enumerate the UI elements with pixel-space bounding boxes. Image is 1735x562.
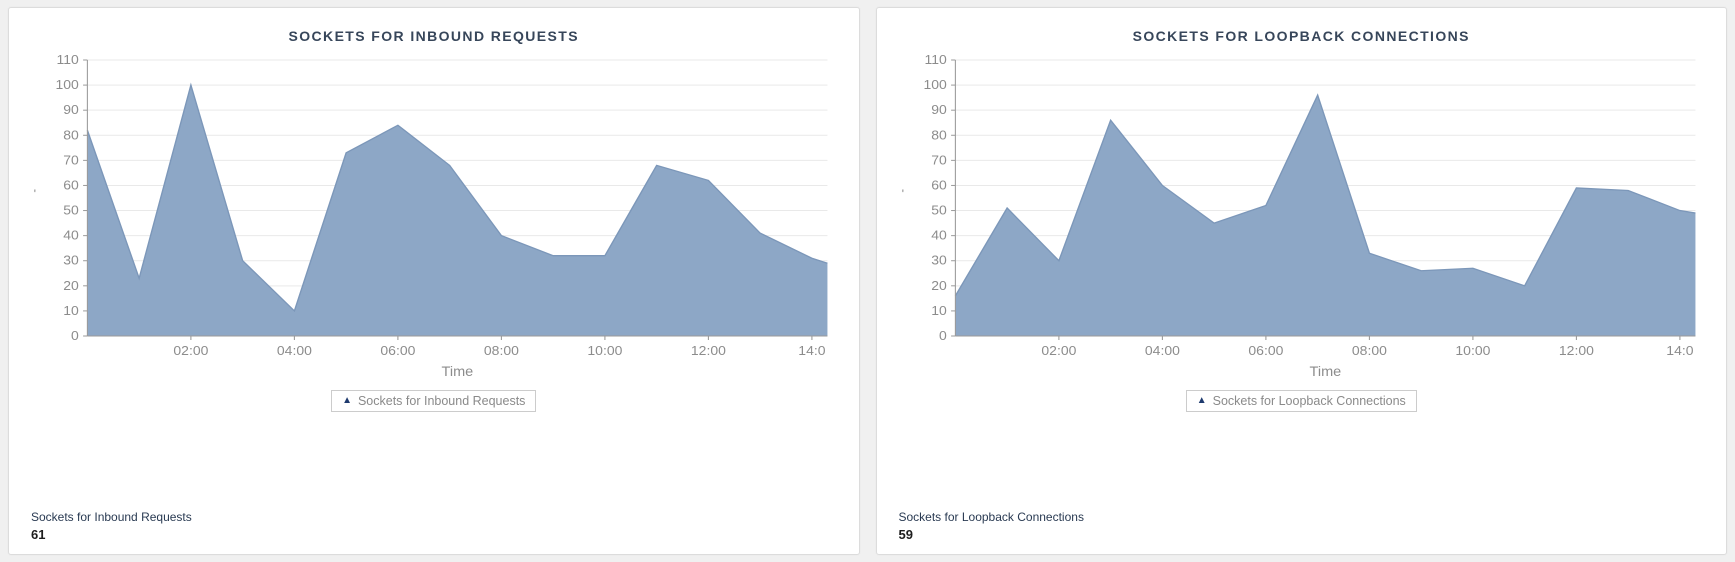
svg-text:Time: Time bbox=[442, 363, 474, 378]
svg-text:80: 80 bbox=[63, 128, 79, 142]
svg-text:10: 10 bbox=[931, 303, 947, 317]
metric-name: Sockets for Inbound Requests bbox=[31, 510, 192, 524]
svg-text:50: 50 bbox=[931, 203, 947, 217]
svg-text:': ' bbox=[34, 187, 36, 200]
svg-text:0: 0 bbox=[71, 328, 79, 342]
svg-text:90: 90 bbox=[63, 103, 79, 117]
chart-title: SOCKETS FOR INBOUND REQUESTS bbox=[288, 28, 579, 44]
svg-text:04:00: 04:00 bbox=[1144, 343, 1179, 357]
chart-card-inbound-requests: SOCKETS FOR INBOUND REQUESTS 0 10 20 30 40 50… bbox=[8, 7, 860, 555]
legend-loopback-connections[interactable]: ▲ Sockets for Loopback Connections bbox=[1185, 390, 1417, 412]
svg-text:60: 60 bbox=[63, 178, 79, 192]
metric-current-value: 61 bbox=[31, 527, 46, 542]
svg-text:12:00: 12:00 bbox=[691, 343, 726, 357]
svg-text:110: 110 bbox=[924, 52, 946, 66]
svg-text:40: 40 bbox=[931, 228, 947, 242]
svg-text:80: 80 bbox=[931, 128, 947, 142]
current-value-summary: Sockets for Inbound Requests 61 bbox=[25, 510, 843, 542]
svg-text:08:00: 08:00 bbox=[1351, 343, 1386, 357]
metric-current-value: 59 bbox=[898, 527, 913, 542]
svg-text:60: 60 bbox=[931, 178, 947, 192]
area-chart-inbound-requests: 0 10 20 30 40 50 60 70 80 90 100 110 02:00 04:00 06:00… bbox=[34, 52, 828, 379]
svg-text:04:00: 04:00 bbox=[277, 343, 312, 357]
svg-text:70: 70 bbox=[931, 153, 947, 167]
svg-text:02:00: 02:00 bbox=[173, 343, 208, 357]
svg-text:02:00: 02:00 bbox=[1041, 343, 1076, 357]
svg-text:30: 30 bbox=[931, 253, 947, 267]
svg-text:10: 10 bbox=[63, 303, 79, 317]
svg-text:10:00: 10:00 bbox=[1455, 343, 1490, 357]
metric-name: Sockets for Loopback Connections bbox=[898, 510, 1084, 524]
area-series-icon: ▲ bbox=[342, 395, 352, 406]
svg-text:90: 90 bbox=[931, 103, 947, 117]
chart-card-loopback-connections: SOCKETS FOR LOOPBACK CONNECTIONS 0 10 20 30… bbox=[875, 7, 1727, 555]
current-value-summary: Sockets for Loopback Connections 59 bbox=[893, 510, 1711, 542]
svg-text:14:0: 14:0 bbox=[1666, 343, 1693, 357]
legend-row: ▲ Sockets for Inbound Requests bbox=[25, 390, 843, 412]
svg-text:20: 20 bbox=[931, 278, 947, 292]
chart-title: SOCKETS FOR LOOPBACK CONNECTIONS bbox=[1132, 28, 1470, 44]
svg-text:100: 100 bbox=[923, 78, 946, 92]
legend-row: ▲ Sockets for Loopback Connections bbox=[893, 390, 1711, 412]
area-chart-loopback-connections: 0 10 20 30 40 50 60 70 80 90 100 110 02:00 04:00 06:00… bbox=[901, 52, 1696, 379]
svg-text:40: 40 bbox=[63, 228, 79, 242]
svg-text:50: 50 bbox=[63, 203, 79, 217]
svg-text:30: 30 bbox=[63, 253, 79, 267]
svg-text:06:00: 06:00 bbox=[1248, 343, 1283, 357]
legend-label: Sockets for Loopback Connections bbox=[1212, 394, 1406, 408]
legend-label: Sockets for Inbound Requests bbox=[357, 394, 526, 408]
svg-text:08:00: 08:00 bbox=[484, 343, 519, 357]
area-series-icon: ▲ bbox=[1196, 395, 1207, 406]
svg-text:12:00: 12:00 bbox=[1558, 343, 1593, 357]
svg-text:Time: Time bbox=[1309, 363, 1341, 378]
svg-text:14:0: 14:0 bbox=[798, 343, 825, 357]
svg-text:70: 70 bbox=[63, 153, 79, 167]
svg-text:110: 110 bbox=[56, 52, 78, 66]
svg-text:': ' bbox=[901, 187, 903, 200]
svg-text:20: 20 bbox=[63, 278, 79, 292]
svg-text:0: 0 bbox=[938, 328, 946, 342]
svg-text:06:00: 06:00 bbox=[380, 343, 415, 357]
svg-text:10:00: 10:00 bbox=[587, 343, 622, 357]
legend-inbound-requests[interactable]: ▲ Sockets for Inbound Requests bbox=[331, 390, 537, 412]
svg-text:100: 100 bbox=[55, 78, 78, 92]
